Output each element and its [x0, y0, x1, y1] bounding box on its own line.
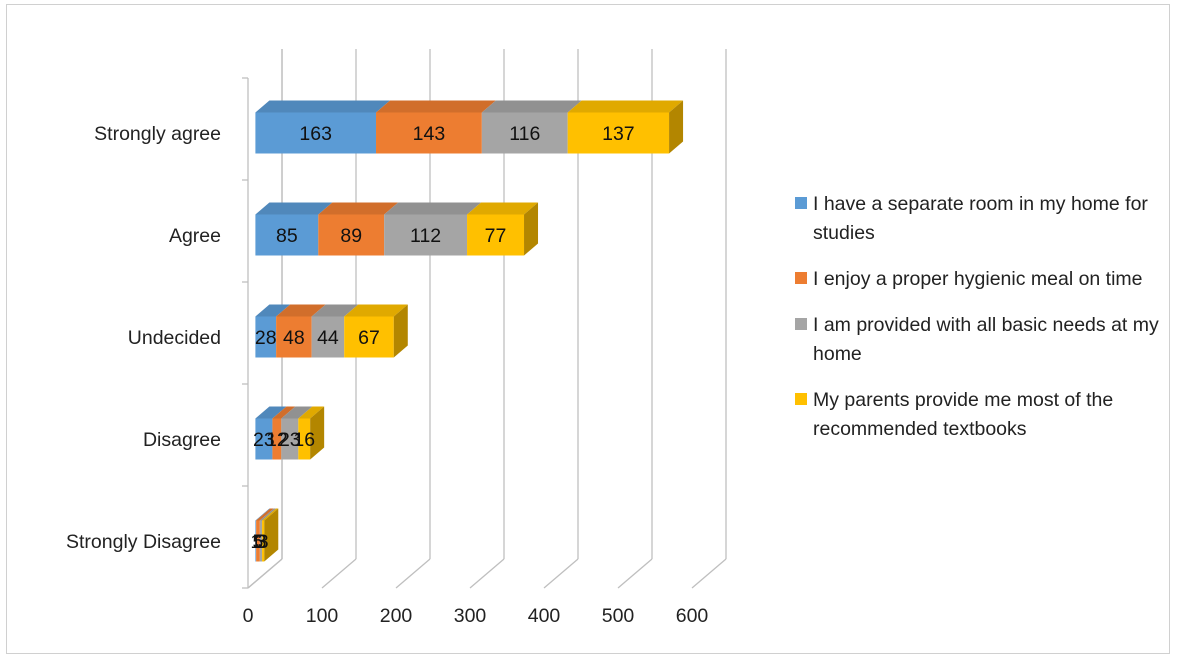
- bar-top-disagree-s2: [281, 406, 313, 419]
- bar-top-agree-s1: [318, 202, 399, 215]
- bar-side-disagree: [310, 406, 325, 460]
- legend-item-textbooks: My parents provide me most of the recomm…: [795, 386, 1165, 444]
- legend-label-separate-room: I have a separate room in my home for st…: [813, 193, 1148, 244]
- bar-top-undecided-s1: [276, 304, 326, 317]
- legend-swatch-textbooks: [795, 393, 807, 405]
- bar-top-undecided-s2: [311, 304, 359, 317]
- bar-undecided-s2: [311, 316, 345, 358]
- legend-swatch-hygienic-meal: [795, 272, 807, 284]
- data-label-strongly-agree-s3: 137: [602, 123, 635, 145]
- data-label-agree-s1: 89: [340, 225, 362, 247]
- bar-top-disagree-s3: [298, 406, 325, 419]
- legend-label-hygienic-meal: I enjoy a proper hygienic meal on time: [813, 268, 1143, 290]
- bar-undecided-s0: [255, 316, 277, 358]
- bar-strongly-disagree-s1: [256, 520, 260, 562]
- x-tick-label-100: 100: [306, 605, 339, 627]
- bar-top-agree-s2: [384, 202, 482, 215]
- bar-disagree-s1: [272, 418, 282, 460]
- bar-strongly-disagree-s3: [262, 520, 265, 562]
- floor-gridline-200: [395, 558, 431, 589]
- bar-side-agree: [524, 202, 539, 256]
- data-label-disagree-s1: 12: [266, 429, 288, 451]
- bar-disagree-s0: [255, 418, 273, 460]
- legend-item-hygienic-meal: I enjoy a proper hygienic meal on time: [795, 265, 1165, 294]
- data-label-agree-s2: 112: [410, 225, 441, 247]
- category-label-disagree: Disagree: [143, 429, 221, 451]
- legend-label-textbooks: My parents provide me most of the recomm…: [813, 389, 1114, 440]
- x-tick-label-600: 600: [676, 605, 709, 627]
- data-label-strongly-agree-s0: 163: [299, 123, 332, 145]
- bar-disagree-s2: [281, 418, 299, 460]
- bar-top-strongly-disagree-s0: [255, 508, 271, 521]
- bar-agree-s2: [384, 214, 468, 256]
- x-tick-label-0: 0: [243, 605, 254, 627]
- x-tick-label-300: 300: [454, 605, 487, 627]
- floor-gridline-500: [617, 558, 653, 589]
- legend-label-basic-needs: I am provided with all basic needs at my…: [813, 314, 1159, 365]
- bar-strongly-agree-s3: [567, 112, 670, 154]
- data-label-strongly-disagree-s1: 5: [253, 531, 264, 553]
- bar-undecided-s1: [276, 316, 312, 358]
- category-label-strongly-disagree: Strongly Disagree: [66, 531, 221, 553]
- bar-side-strongly-disagree: [264, 508, 279, 562]
- data-label-strongly-agree-s1: 143: [413, 123, 446, 145]
- data-label-disagree-s3: 16: [293, 429, 315, 451]
- legend-item-separate-room: I have a separate room in my home for st…: [795, 190, 1165, 248]
- floor-gridline-600: [691, 558, 727, 589]
- data-label-undecided-s1: 48: [283, 327, 305, 349]
- bar-agree-s3: [467, 214, 525, 256]
- data-label-agree-s0: 85: [276, 225, 298, 247]
- bar-side-undecided: [393, 304, 408, 358]
- bar-strongly-agree-s0: [255, 112, 377, 154]
- floor-gridline-300: [469, 558, 505, 589]
- bar-top-strongly-agree-s3: [567, 100, 684, 113]
- data-label-strongly-disagree-s3: 3: [258, 531, 269, 553]
- bar-top-undecided-s3: [344, 304, 408, 317]
- bar-top-strongly-agree-s0: [255, 100, 391, 113]
- data-label-strongly-disagree-s2: 3: [256, 531, 267, 553]
- category-label-undecided: Undecided: [128, 327, 221, 349]
- bar-agree-s1: [318, 214, 385, 256]
- x-tick-label-200: 200: [380, 605, 413, 627]
- floor-gridline-100: [321, 558, 357, 589]
- data-label-strongly-agree-s2: 116: [509, 123, 540, 145]
- data-label-undecided-s0: 28: [255, 327, 277, 349]
- bar-strongly-agree-s2: [481, 112, 568, 154]
- data-label-disagree-s2: 23: [279, 429, 301, 451]
- bar-disagree-s3: [298, 418, 311, 460]
- bar-top-strongly-disagree-s2: [259, 508, 277, 521]
- bar-side-strongly-agree: [669, 100, 684, 154]
- bar-top-undecided-s0: [255, 304, 291, 317]
- bar-strongly-disagree-s0: [255, 520, 257, 562]
- bar-top-strongly-disagree-s1: [256, 508, 274, 521]
- floor-gridline-0: [247, 558, 283, 589]
- data-label-strongly-disagree-s0: 1: [250, 531, 261, 553]
- data-label-undecided-s2: 44: [317, 327, 339, 349]
- bar-agree-s0: [255, 214, 319, 256]
- bar-top-strongly-agree-s1: [376, 100, 496, 113]
- data-label-agree-s3: 77: [485, 225, 507, 247]
- bar-strongly-agree-s1: [376, 112, 482, 154]
- data-label-undecided-s3: 67: [358, 327, 380, 349]
- x-tick-label-400: 400: [528, 605, 561, 627]
- bar-undecided-s3: [344, 316, 394, 358]
- bar-top-disagree-s1: [272, 406, 296, 419]
- bar-top-strongly-agree-s2: [481, 100, 582, 113]
- chart-legend: I have a separate room in my home for st…: [795, 190, 1165, 461]
- data-label-disagree-s0: 23: [253, 429, 275, 451]
- legend-item-basic-needs: I am provided with all basic needs at my…: [795, 311, 1165, 369]
- bar-top-agree-s3: [467, 202, 539, 215]
- category-label-agree: Agree: [169, 225, 221, 247]
- legend-swatch-separate-room: [795, 197, 807, 209]
- floor-gridline-400: [543, 558, 579, 589]
- bar-top-strongly-disagree-s3: [262, 508, 279, 521]
- x-tick-label-500: 500: [602, 605, 635, 627]
- category-label-strongly-agree: Strongly agree: [94, 123, 221, 145]
- bar-top-agree-s0: [255, 202, 333, 215]
- legend-swatch-basic-needs: [795, 318, 807, 330]
- bar-strongly-disagree-s2: [259, 520, 263, 562]
- bar-top-disagree-s0: [255, 406, 287, 419]
